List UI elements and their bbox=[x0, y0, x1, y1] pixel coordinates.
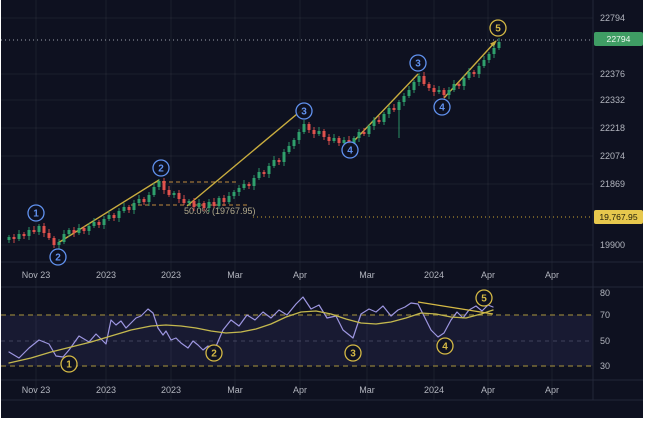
fib-level-label: 50.0% (19767.95) bbox=[184, 206, 256, 216]
rsi-ma-line bbox=[8, 309, 494, 364]
rsi-wave-label-1[interactable]: 1 bbox=[60, 355, 78, 373]
rsi-axis-label: 80 bbox=[600, 288, 610, 298]
price-wave-label-2[interactable]: 2 bbox=[49, 248, 67, 266]
time-axis-label: 2024 bbox=[424, 270, 444, 280]
time-axis-label: 2024 bbox=[424, 385, 444, 395]
fib-retracement-drawing[interactable]: 50.0% (19767.95) bbox=[131, 181, 593, 218]
price-wave-label-2[interactable]: 2 bbox=[152, 159, 170, 177]
price-wave-label-5[interactable]: 5 bbox=[489, 19, 507, 37]
svg-text:4: 4 bbox=[442, 341, 448, 352]
time-axis-label: Apr bbox=[481, 270, 495, 280]
svg-text:19,767.95: 19,767.95 bbox=[599, 212, 637, 222]
svg-text:2: 2 bbox=[55, 252, 61, 263]
time-axis-label: 2023 bbox=[161, 385, 181, 395]
time-axis-label: Nov 23 bbox=[22, 270, 51, 280]
time-axis-label: 2023 bbox=[96, 385, 116, 395]
price-axis-label: 22074 bbox=[600, 151, 625, 161]
fib-price-badge: 19,767.95 bbox=[594, 210, 643, 224]
price-wave-label-1[interactable]: 1 bbox=[27, 204, 45, 222]
svg-text:22794: 22794 bbox=[607, 34, 631, 44]
svg-text:1: 1 bbox=[66, 359, 72, 370]
price-axis-label: 22376 bbox=[600, 69, 625, 79]
svg-text:2: 2 bbox=[158, 163, 164, 174]
rsi-divergence-trendline[interactable] bbox=[417, 301, 494, 315]
time-axis-label: Apr bbox=[545, 385, 559, 395]
rsi-wave-label-2[interactable]: 2 bbox=[205, 344, 223, 362]
rsi-wave-label-3[interactable]: 3 bbox=[344, 344, 362, 362]
gridlines bbox=[1, 0, 593, 400]
time-axis-row-1[interactable]: Nov 23 2023 2023 Mar Apr Mar 2024 Apr Apr bbox=[22, 270, 559, 280]
svg-text:3: 3 bbox=[415, 58, 421, 69]
panel-dividers bbox=[1, 0, 643, 401]
price-axis-label: 19900 bbox=[600, 240, 625, 250]
time-axis-label: Apr bbox=[545, 270, 559, 280]
svg-text:2: 2 bbox=[211, 348, 217, 359]
rsi-axis-label: 70 bbox=[600, 310, 610, 320]
time-axis-label: Mar bbox=[227, 270, 243, 280]
time-axis-label: 2023 bbox=[161, 270, 181, 280]
price-wave-label-3[interactable]: 3 bbox=[295, 102, 313, 120]
trendline[interactable] bbox=[186, 108, 304, 207]
rsi-band bbox=[1, 315, 593, 366]
time-axis-label: Mar bbox=[359, 385, 375, 395]
time-axis-row-2[interactable]: Nov 23 2023 2023 Mar Apr Mar 2024 Apr Apr bbox=[22, 385, 559, 395]
rsi-line bbox=[8, 296, 494, 359]
trendline-arrowhead bbox=[490, 40, 497, 48]
candlestick-series bbox=[7, 38, 501, 249]
price-wave-label-4[interactable]: 4 bbox=[341, 141, 359, 159]
chart-background bbox=[1, 0, 643, 418]
rsi-axis[interactable]: 80 70 50 30 bbox=[600, 288, 610, 371]
time-axis-label: Mar bbox=[359, 270, 375, 280]
price-wave-label-3[interactable]: 3 bbox=[409, 54, 427, 72]
price-axis-label: 22794 bbox=[600, 13, 625, 23]
time-axis-label: 2023 bbox=[96, 270, 116, 280]
rsi-wave-label-5[interactable]: 5 bbox=[475, 289, 493, 307]
svg-text:4: 4 bbox=[439, 102, 445, 113]
time-axis-label: Apr bbox=[481, 385, 495, 395]
time-axis-label: Mar bbox=[227, 385, 243, 395]
price-wave-label-4[interactable]: 4 bbox=[433, 98, 451, 116]
svg-text:5: 5 bbox=[495, 23, 501, 34]
price-axis-label: 21869 bbox=[600, 179, 625, 189]
rsi-axis-label: 30 bbox=[600, 361, 610, 371]
price-axis-label: 22332 bbox=[600, 95, 625, 105]
svg-text:3: 3 bbox=[350, 348, 356, 359]
rsi-wave-label-4[interactable]: 4 bbox=[436, 337, 454, 355]
trading-chart-widget[interactable]: 50.0% (19767.95) 1 2 2 3 4 3 4 5 1 2 3 4 5 22794 22376 2… bbox=[1, 0, 643, 418]
current-price-badge: 22794 bbox=[594, 32, 643, 46]
price-axis-label: 22218 bbox=[600, 123, 625, 133]
time-axis-label: Nov 23 bbox=[22, 385, 51, 395]
time-axis-label: Apr bbox=[293, 270, 307, 280]
svg-text:3: 3 bbox=[301, 106, 307, 117]
time-axis-label: Apr bbox=[293, 385, 307, 395]
svg-text:5: 5 bbox=[481, 293, 487, 304]
rsi-levels bbox=[1, 314, 593, 367]
rsi-axis-label: 50 bbox=[600, 336, 610, 346]
svg-text:4: 4 bbox=[347, 145, 353, 156]
svg-text:1: 1 bbox=[33, 208, 39, 219]
price-axis[interactable]: 22794 22376 22332 22218 22074 21869 19900 22794… bbox=[594, 13, 643, 250]
